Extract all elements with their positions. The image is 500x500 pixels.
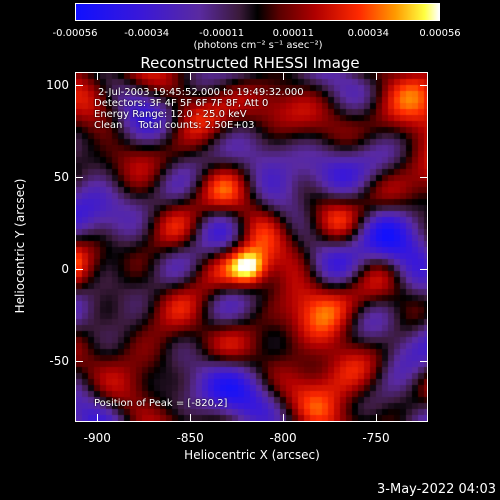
colorbar-tick-label: 0.00034 xyxy=(347,28,389,39)
x-axis-title: Heliocentric X (arcsec) xyxy=(184,448,320,462)
y-axis-title: Heliocentric Y (arcsec) xyxy=(13,178,27,314)
x-tick-label: -800 xyxy=(269,431,297,445)
y-tick-mark xyxy=(420,84,428,86)
info-clean: Clean Total counts: 2.50E+03 xyxy=(94,120,255,131)
info-time: 2-Jul-2003 19:45:52.000 to 19:49:32.000 xyxy=(98,87,304,98)
x-tick-mark xyxy=(97,414,99,422)
y-tick-mark xyxy=(75,269,83,271)
y-tick-mark xyxy=(420,269,428,271)
info-peak-position: Position of Peak = [-820,2] xyxy=(94,398,228,409)
x-tick-mark xyxy=(375,414,377,422)
y-tick-label: -50 xyxy=(49,354,69,369)
y-tick-mark xyxy=(420,361,428,363)
x-tick-label: -750 xyxy=(362,431,390,445)
y-tick-mark xyxy=(75,177,83,178)
y-tick-mark xyxy=(420,177,428,178)
colorbar-unit-label: (photons cm⁻² s⁻¹ asec⁻²) xyxy=(193,40,323,51)
chart-title: Reconstructed RHESSI Image xyxy=(140,54,360,72)
x-tick-mark xyxy=(190,414,192,422)
y-tick-mark xyxy=(75,84,83,86)
colorbar-tick-label: -0.00034 xyxy=(124,28,170,39)
x-tick-mark xyxy=(375,72,377,80)
y-tick-mark xyxy=(75,361,83,363)
x-tick-label: -850 xyxy=(176,431,204,445)
x-tick-mark xyxy=(97,72,99,80)
colorbar-tick-label: 0.00056 xyxy=(419,28,461,39)
date-stamp: 3-May-2022 04:03 xyxy=(377,482,496,497)
colorbar-tick-label: 0.00011 xyxy=(272,28,315,39)
plot-area: 2-Jul-2003 19:45:52.000 to 19:49:32.000 … xyxy=(75,72,428,422)
colorbar-tick-label: -0.00011 xyxy=(199,28,245,39)
colorbar-tick-label: -0.00056 xyxy=(52,28,98,39)
x-tick-mark xyxy=(190,72,192,80)
y-tick-label: 50 xyxy=(53,170,69,184)
x-tick-label: -900 xyxy=(83,431,111,445)
heatmap-image xyxy=(76,73,427,421)
info-detectors: Detectors: 3F 4F 5F 6F 7F 8F, Att 0 xyxy=(94,98,269,109)
info-energy: Energy Range: 12.0 - 25.0 keV xyxy=(94,109,247,120)
y-tick-label: 100 xyxy=(46,77,69,92)
x-tick-mark xyxy=(283,72,285,80)
colorbar xyxy=(75,3,440,21)
x-tick-mark xyxy=(283,414,285,422)
y-tick-label: 0 xyxy=(61,262,69,277)
